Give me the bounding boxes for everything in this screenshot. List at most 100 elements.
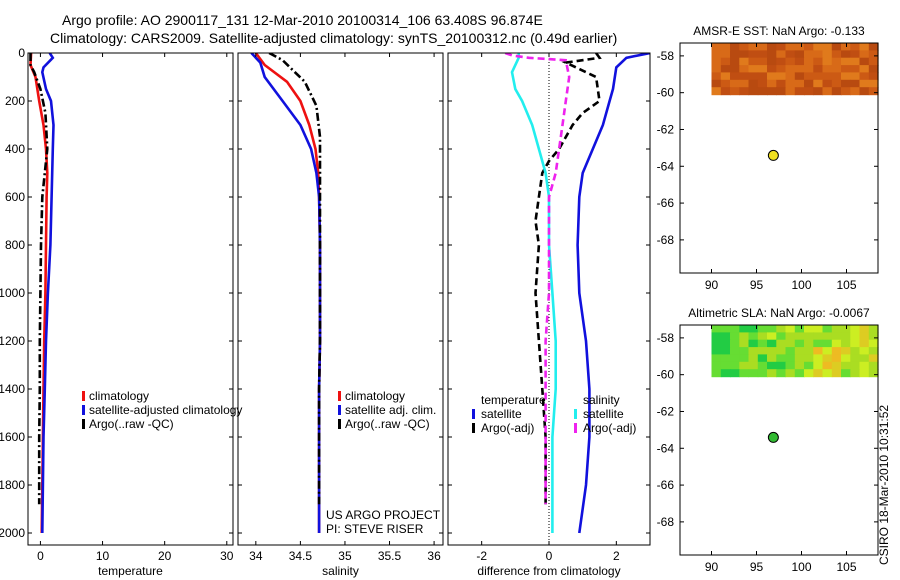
field-cell bbox=[711, 332, 722, 341]
legend-swatch bbox=[338, 419, 341, 429]
field-cell bbox=[757, 79, 768, 88]
float-position-marker bbox=[767, 149, 779, 161]
field-cell bbox=[720, 50, 731, 59]
legend-swatch bbox=[338, 405, 341, 415]
field-cell bbox=[868, 325, 879, 333]
legend-swatch bbox=[82, 419, 85, 429]
field-cell bbox=[822, 43, 833, 51]
field-cell bbox=[748, 354, 759, 363]
legend-swatch bbox=[574, 423, 577, 433]
field-cell bbox=[785, 65, 796, 74]
field-cell bbox=[831, 87, 842, 96]
field-cell bbox=[822, 339, 833, 348]
x-tick-label: 0 bbox=[546, 549, 553, 563]
field-cell bbox=[859, 87, 870, 96]
field-cell bbox=[794, 87, 805, 96]
field-cell bbox=[804, 347, 814, 356]
field-cell bbox=[739, 43, 750, 51]
legend-label: Argo(-adj) bbox=[481, 421, 534, 435]
field-cell bbox=[794, 72, 805, 81]
field-cell bbox=[813, 50, 824, 59]
x-tick-label: 0 bbox=[37, 549, 44, 563]
field-cell bbox=[804, 43, 814, 51]
x-tick-label: 100 bbox=[791, 278, 811, 292]
series-line-salinity-2 bbox=[268, 53, 322, 505]
field-cell bbox=[859, 332, 870, 341]
y-tick-label: -62 bbox=[657, 122, 675, 136]
field-cell bbox=[868, 354, 879, 363]
field-cell bbox=[757, 43, 768, 51]
field-cell bbox=[776, 65, 787, 74]
field-cell bbox=[831, 354, 842, 363]
y-tick-label: 1000 bbox=[0, 286, 25, 300]
y-tick-label: -68 bbox=[657, 515, 675, 529]
field-cell bbox=[785, 57, 796, 66]
field-cell bbox=[859, 325, 870, 333]
field-cell bbox=[767, 332, 777, 341]
field-cell bbox=[822, 332, 833, 341]
field-cell bbox=[757, 361, 768, 370]
legend-label: satellite bbox=[583, 407, 624, 421]
field-cell bbox=[748, 57, 759, 66]
y-tick-label: 200 bbox=[5, 94, 25, 108]
field-cell bbox=[785, 354, 796, 363]
field-cell bbox=[831, 50, 842, 59]
field-cell bbox=[822, 65, 833, 74]
field-cell bbox=[776, 369, 787, 378]
field-cell bbox=[868, 72, 879, 81]
field-cell bbox=[748, 347, 759, 356]
annotation-text: PI: STEVE RISER bbox=[326, 522, 424, 536]
y-tick-label: -64 bbox=[657, 159, 675, 173]
field-cell bbox=[776, 325, 787, 333]
field-cell bbox=[859, 65, 870, 74]
field-cell bbox=[720, 325, 731, 333]
field-cell bbox=[757, 50, 768, 59]
field-cell bbox=[748, 50, 759, 59]
field-cell bbox=[757, 354, 768, 363]
field-cell bbox=[785, 339, 796, 348]
field-cell bbox=[776, 87, 787, 96]
field-cell bbox=[813, 354, 824, 363]
field-cell bbox=[739, 79, 750, 88]
legend-swatch bbox=[472, 409, 475, 419]
field-cell bbox=[813, 87, 824, 96]
field-cell bbox=[868, 369, 879, 378]
field-cell bbox=[850, 57, 861, 66]
series-line-temperature-1 bbox=[40, 53, 55, 534]
field-cell bbox=[822, 72, 833, 81]
field-cell bbox=[841, 347, 851, 356]
legend-swatch bbox=[82, 405, 85, 415]
field-cell bbox=[767, 79, 777, 88]
field-cell bbox=[711, 57, 722, 66]
y-tick-label: -58 bbox=[657, 49, 675, 63]
legend-swatch bbox=[338, 391, 341, 401]
field-cell bbox=[813, 369, 824, 378]
field-cell bbox=[748, 325, 759, 333]
field-cell bbox=[822, 325, 833, 333]
field-cell bbox=[730, 354, 740, 363]
legend-label: satellite bbox=[481, 407, 522, 421]
field-cell bbox=[767, 65, 777, 74]
field-cell bbox=[785, 361, 796, 370]
y-tick-label: -62 bbox=[657, 404, 675, 418]
field-cell bbox=[804, 57, 814, 66]
field-cell bbox=[822, 50, 833, 59]
field-cell bbox=[757, 72, 768, 81]
field-cell bbox=[813, 332, 824, 341]
field-cell bbox=[794, 65, 805, 74]
field-cell bbox=[776, 332, 787, 341]
field-cell bbox=[711, 339, 722, 348]
field-cell bbox=[720, 354, 731, 363]
field-cell bbox=[767, 57, 777, 66]
field-cell bbox=[739, 87, 750, 96]
field-cell bbox=[767, 347, 777, 356]
field-cell bbox=[730, 57, 740, 66]
series-line-difference-1 bbox=[534, 53, 602, 505]
field-cell bbox=[757, 369, 768, 378]
field-cell bbox=[804, 72, 814, 81]
field-cell bbox=[859, 57, 870, 66]
field-cell bbox=[804, 361, 814, 370]
field-cell bbox=[794, 50, 805, 59]
